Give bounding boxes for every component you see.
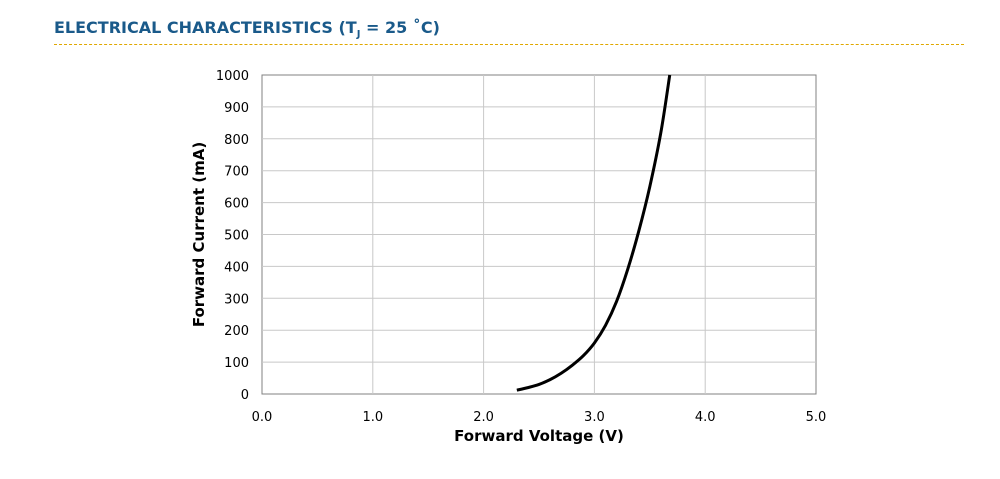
y-tick-label: 300 — [224, 292, 249, 307]
y-tick-label: 1000 — [216, 69, 249, 84]
section-title: ELECTRICAL CHARACTERISTICS (TJ = 25 ˚C) — [54, 16, 964, 43]
x-tick-label: 3.0 — [584, 410, 605, 425]
title-suffix: = 25 ˚C) — [360, 18, 440, 37]
x-tick-label: 4.0 — [695, 410, 716, 425]
y-tick-label: 400 — [224, 260, 249, 275]
y-tick-label: 200 — [224, 324, 249, 339]
y-tick-label: 100 — [224, 356, 249, 371]
x-tick-label: 1.0 — [362, 410, 383, 425]
x-tick-labels: 0.0 1.0 2.0 3.0 4.0 5.0 — [252, 410, 827, 425]
y-axis-label: Forward Current (mA) — [190, 142, 208, 327]
x-tick-label: 0.0 — [252, 410, 273, 425]
y-tick-label: 500 — [224, 229, 249, 244]
y-tick-label: 800 — [224, 133, 249, 148]
series-line — [516, 74, 672, 392]
x-tick-label: 5.0 — [806, 410, 827, 425]
y-tick-labels: 0 100 200 300 400 500 600 700 800 900 1000 — [216, 69, 249, 403]
y-tick-label: 700 — [224, 165, 249, 180]
x-axis-label: Forward Voltage (V) — [454, 427, 624, 445]
title-prefix: ELECTRICAL CHARACTERISTICS (T — [54, 18, 357, 37]
y-tick-label: 600 — [224, 197, 249, 212]
y-tick-label: 0 — [241, 388, 249, 403]
title-subscript: J — [356, 29, 361, 40]
x-tick-label: 2.0 — [473, 410, 494, 425]
y-tick-label: 900 — [224, 101, 249, 116]
section-header: ELECTRICAL CHARACTERISTICS (TJ = 25 ˚C) — [54, 16, 964, 45]
